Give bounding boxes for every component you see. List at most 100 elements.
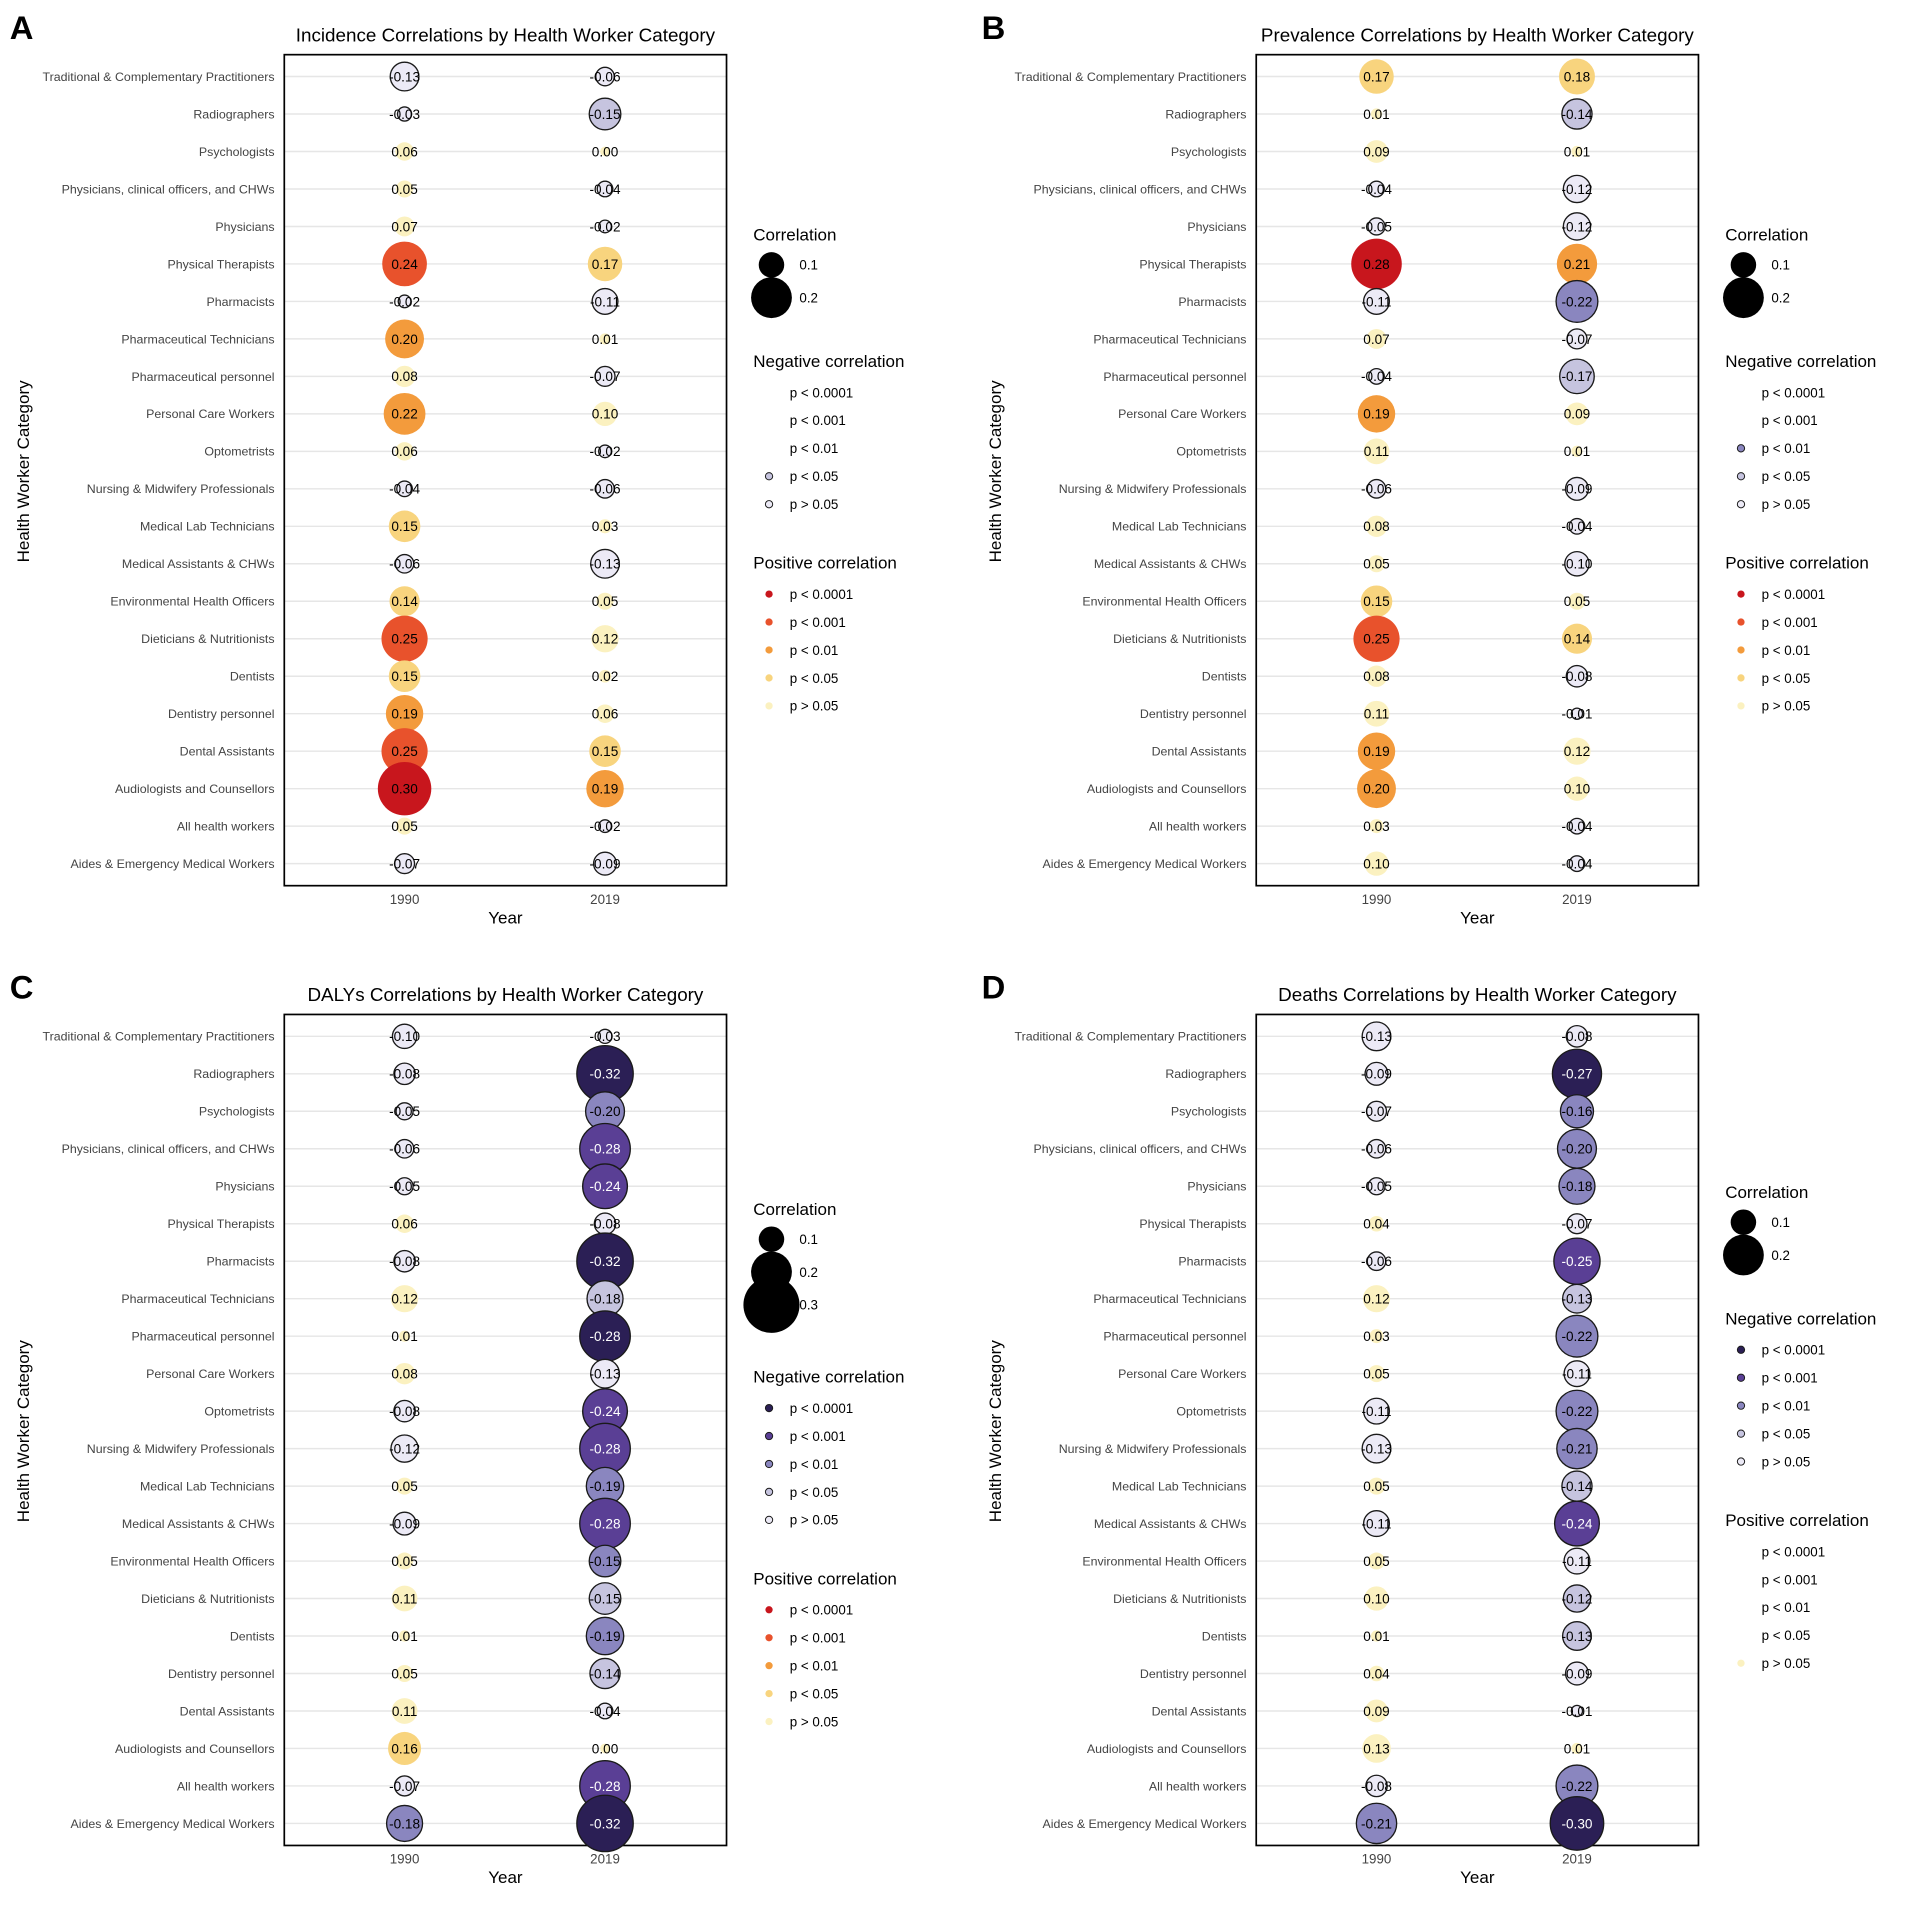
point-label-1990: 0.25 bbox=[1363, 632, 1389, 647]
point-2019 bbox=[589, 1657, 621, 1690]
point-label-1990: -0.07 bbox=[1361, 1104, 1392, 1119]
point-2019 bbox=[582, 1163, 629, 1210]
point-label-1990: -0.05 bbox=[389, 1104, 420, 1119]
point-1990 bbox=[1362, 1397, 1391, 1425]
point-1990 bbox=[1368, 1665, 1385, 1682]
point-label-2019: 0.00 bbox=[592, 1741, 619, 1756]
point-label-1990: -0.09 bbox=[389, 1516, 420, 1531]
category-label: Physicians bbox=[215, 1180, 274, 1194]
legend-neg-label: p < 0.05 bbox=[1762, 469, 1811, 484]
category-label: Physical Therapists bbox=[167, 1217, 274, 1231]
point-1990 bbox=[393, 1775, 416, 1797]
legend-neg-dot bbox=[1736, 444, 1746, 453]
legend-pos-label: p > 0.05 bbox=[1762, 1656, 1811, 1671]
point-1990 bbox=[1364, 1586, 1389, 1611]
point-label-1990: 0.22 bbox=[391, 407, 417, 422]
x-tick-2019: 2019 bbox=[590, 1852, 620, 1867]
legend-neg-label: p < 0.0001 bbox=[1762, 385, 1826, 400]
category-label: Optometrists bbox=[1176, 1405, 1246, 1419]
legend-neg-label: p > 0.05 bbox=[790, 497, 839, 512]
point-2019 bbox=[596, 1702, 614, 1720]
category-label: Dentists bbox=[1202, 670, 1247, 684]
point-1990 bbox=[1370, 108, 1383, 120]
x-axis-label: Year bbox=[1460, 908, 1495, 927]
point-2019 bbox=[1558, 58, 1595, 95]
category-label: Environmental Health Officers bbox=[110, 595, 274, 609]
category-label: Dentistry personnel bbox=[168, 1667, 275, 1681]
point-1990 bbox=[1367, 1177, 1386, 1196]
panel-letter: A bbox=[10, 9, 34, 46]
point-label-2019: -0.28 bbox=[590, 1441, 621, 1456]
legend-neg-dot bbox=[764, 1403, 774, 1413]
point-1990 bbox=[393, 1362, 416, 1385]
point-1990 bbox=[1369, 1329, 1384, 1344]
category-label: Radiographers bbox=[1165, 107, 1246, 121]
panel-B: B Prevalence Correlations by Health Worke… bbox=[982, 9, 1877, 927]
point-label-1990: 0.06 bbox=[391, 444, 417, 459]
category-label: Medical Lab Technicians bbox=[1112, 520, 1247, 534]
x-tick-1990: 1990 bbox=[1362, 892, 1392, 907]
point-1990 bbox=[395, 1102, 414, 1121]
point-label-2019: 0.21 bbox=[1564, 257, 1590, 272]
point-2019 bbox=[1564, 476, 1590, 501]
point-1990 bbox=[1361, 1021, 1392, 1052]
point-label-1990: -0.04 bbox=[389, 482, 420, 497]
point-label-2019: -0.20 bbox=[1561, 1142, 1592, 1157]
chart-title: Prevalence Correlations by Health Worker… bbox=[1261, 24, 1694, 45]
point-2019 bbox=[1556, 243, 1598, 285]
point-label-2019: -0.03 bbox=[590, 1029, 621, 1044]
point-2019 bbox=[1571, 445, 1583, 457]
point-label-1990: -0.08 bbox=[1361, 1779, 1392, 1794]
category-label: Audiologists and Counsellors bbox=[115, 1742, 275, 1756]
point-label-2019: -0.30 bbox=[1561, 1816, 1592, 1831]
category-label: Dental Assistants bbox=[180, 745, 275, 759]
legend-neg-dot bbox=[1736, 500, 1746, 509]
category-label: Physical Therapists bbox=[167, 257, 274, 271]
category-label: Pharmaceutical personnel bbox=[131, 370, 274, 384]
category-label: Dieticians & Nutritionists bbox=[141, 632, 274, 646]
point-label-2019: 0.14 bbox=[1564, 632, 1591, 647]
point-label-1990: 0.09 bbox=[1363, 144, 1389, 159]
legend-size-dot bbox=[758, 1226, 785, 1252]
point-1990 bbox=[390, 1434, 419, 1463]
legend-size-label: 0.2 bbox=[799, 1265, 818, 1280]
point-label-1990: -0.05 bbox=[1361, 1179, 1392, 1194]
point-1990 bbox=[394, 216, 415, 237]
point-label-1990: -0.05 bbox=[389, 1179, 420, 1194]
point-label-2019: -0.09 bbox=[1561, 1666, 1592, 1681]
y-axis-label: Health Worker Category bbox=[14, 380, 33, 563]
point-label-1990: 0.07 bbox=[391, 219, 417, 234]
legend-neg-dot bbox=[764, 1487, 774, 1497]
point-1990 bbox=[394, 553, 415, 574]
point-1990 bbox=[1368, 367, 1385, 385]
legend-size-dot bbox=[751, 277, 792, 319]
point-2019 bbox=[1563, 1547, 1591, 1575]
category-label: Aides & Emergency Medical Workers bbox=[1042, 857, 1246, 871]
point-label-2019: -0.32 bbox=[590, 1067, 621, 1082]
point-2019 bbox=[1555, 1314, 1599, 1358]
point-1990 bbox=[395, 1177, 414, 1196]
point-label-2019: -0.19 bbox=[590, 1629, 621, 1644]
category-label: Pharmacists bbox=[206, 295, 274, 309]
point-label-1990: -0.13 bbox=[389, 69, 420, 84]
point-label-1990: 0.14 bbox=[391, 594, 418, 609]
point-2019 bbox=[1568, 592, 1586, 610]
point-label-1990: -0.06 bbox=[1361, 1142, 1392, 1157]
legend-neg-label: p > 0.05 bbox=[1762, 497, 1811, 512]
category-label: Optometrists bbox=[204, 445, 274, 459]
legend-pos-label: p < 0.01 bbox=[1762, 643, 1811, 658]
point-label-2019: -0.20 bbox=[590, 1104, 621, 1119]
point-2019 bbox=[1563, 1360, 1591, 1388]
point-1990 bbox=[388, 1731, 422, 1765]
point-label-1990: 0.25 bbox=[391, 744, 417, 759]
point-2019 bbox=[588, 1544, 622, 1578]
legend-pos-label: p < 0.001 bbox=[790, 615, 846, 630]
point-label-1990: 0.28 bbox=[1363, 257, 1389, 272]
point-label-1990: 0.05 bbox=[1363, 557, 1389, 572]
point-2019 bbox=[1565, 664, 1589, 688]
category-label: All health workers bbox=[1149, 1779, 1247, 1793]
point-2019 bbox=[598, 219, 613, 234]
legend-neg-label: p > 0.05 bbox=[790, 1513, 839, 1528]
legend-neg-label: p < 0.001 bbox=[790, 1429, 846, 1444]
point-1990 bbox=[393, 365, 416, 388]
